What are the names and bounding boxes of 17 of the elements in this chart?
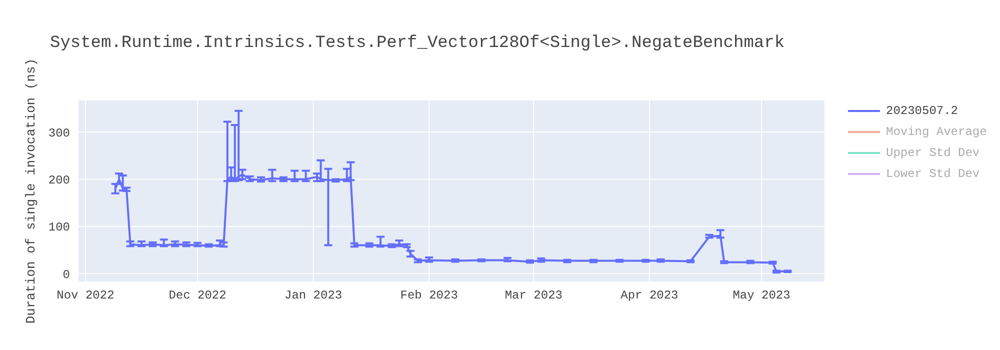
- y-tick-label: 200: [48, 173, 70, 188]
- x-tick-label: Nov 2022: [56, 288, 114, 303]
- legend-label: Upper Std Dev: [886, 146, 980, 160]
- y-tick-label: 0: [62, 268, 70, 282]
- legend-label: Lower Std Dev: [886, 166, 980, 180]
- x-tick-label: Mar 2023: [504, 288, 562, 303]
- y-axis-title: Duration of single invocation (ns): [24, 58, 39, 324]
- y-tick-label: 300: [48, 126, 70, 140]
- chart-title: System.Runtime.Intrinsics.Tests.Perf_Vector128Of<Single>.NegateBenchmark: [50, 34, 785, 53]
- x-tick-label: May 2023: [732, 288, 790, 303]
- legend-label: 20230507.2: [886, 104, 958, 118]
- x-tick-label: Apr 2023: [620, 288, 678, 303]
- x-tick-label: Feb 2023: [400, 288, 458, 303]
- x-tick-label: Dec 2022: [168, 288, 226, 303]
- y-tick-label: 100: [48, 220, 70, 235]
- x-tick-label: Jan 2023: [284, 288, 342, 303]
- legend-label: Moving Average: [886, 124, 987, 138]
